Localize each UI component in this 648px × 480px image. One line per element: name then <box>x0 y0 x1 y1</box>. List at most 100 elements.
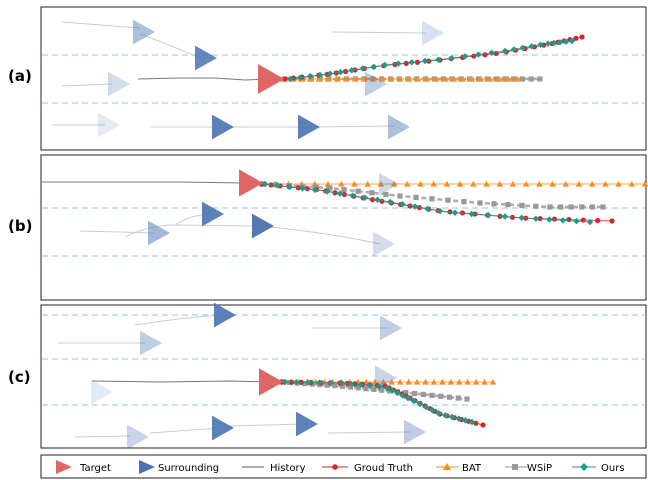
ours-b-point <box>468 210 475 218</box>
ours-b-point <box>451 209 459 216</box>
wsip-c-point <box>446 394 453 400</box>
surrounding-vehicles <box>91 19 444 450</box>
ours-c-point <box>383 384 391 392</box>
wsip-b-point <box>413 194 419 200</box>
ours-b-point <box>501 213 509 220</box>
bat-b-point <box>522 180 530 187</box>
target-history-lines <box>42 77 269 383</box>
ours-c-point <box>348 380 355 388</box>
ours-a-point <box>475 51 482 58</box>
ground-truth-a-point <box>573 35 579 41</box>
surrounding-vehicle <box>108 71 130 97</box>
wsip-b-point <box>429 196 435 202</box>
wsip-b-point <box>505 202 511 208</box>
bat-c-point <box>489 378 497 385</box>
ours-a-point <box>421 57 429 65</box>
ours-c-point <box>376 383 383 390</box>
ours-c-point <box>399 392 406 399</box>
ours-a-point <box>381 61 389 69</box>
surrounding-vehicle <box>380 315 402 341</box>
ours-a-point <box>448 54 455 62</box>
wsip-c-point <box>355 385 361 391</box>
ours-b-point <box>361 194 369 201</box>
bat-b-point <box>364 180 371 187</box>
wsip-c-point <box>420 391 426 398</box>
bat-a-point <box>315 75 323 82</box>
surrounding-vehicle <box>148 220 170 246</box>
surrounding-vehicle <box>365 71 387 97</box>
wsip-b-point <box>383 191 389 197</box>
ours-b-point <box>573 217 580 225</box>
bat-b-point <box>483 180 490 187</box>
ours-a-point <box>510 46 518 53</box>
wsip-c-point <box>438 393 444 399</box>
ours-b-point <box>336 190 344 197</box>
legend-ground-truth-label: Groud Truth <box>354 463 413 474</box>
bat-c-point <box>481 378 488 385</box>
wsip-b-point <box>519 202 525 208</box>
ours-c-point <box>338 379 346 387</box>
wsip-c-point <box>302 380 308 387</box>
bat-a-point <box>423 75 431 82</box>
surrounding-vehicle <box>252 213 274 239</box>
ours-b-point <box>485 212 492 219</box>
bat-a-point <box>441 75 449 82</box>
target-vehicle <box>258 64 285 94</box>
ground-truth-b-point <box>551 216 558 222</box>
bat-a-point <box>369 75 377 82</box>
bat-a-point <box>324 75 332 82</box>
bat-c-point <box>388 378 395 385</box>
surrounding-vehicle <box>98 112 120 138</box>
wsip-c-point <box>324 382 330 388</box>
lane-markings <box>42 54 645 406</box>
bat-c-point <box>405 378 412 385</box>
surrounding-vehicle <box>422 20 444 46</box>
bat-b-point <box>575 180 583 187</box>
bat-b-point <box>324 180 332 187</box>
wsip-b-point <box>558 204 564 210</box>
wsip-b-point <box>589 204 595 210</box>
ours-c-point <box>423 403 430 411</box>
bat-c-point <box>430 378 438 385</box>
wsip-b-point <box>461 199 467 205</box>
legend-bat-icon <box>436 463 458 470</box>
bat-b-point <box>430 180 437 187</box>
ours-c-point <box>389 387 396 394</box>
bat-a-point <box>495 75 503 82</box>
ours-a-point <box>488 49 495 56</box>
ours-c-point <box>357 381 364 389</box>
ground-truth-b-point <box>595 217 601 224</box>
ours-b-point <box>424 205 431 212</box>
ours-b-point <box>324 188 331 195</box>
bat-a-point <box>486 75 494 82</box>
bat-a-point <box>477 75 485 82</box>
surrounding-vehicle <box>91 379 113 405</box>
bat-b-point <box>549 180 556 187</box>
ours-c-point <box>394 389 401 397</box>
wsip-a-point <box>537 76 543 82</box>
ours-c-point <box>429 407 436 414</box>
legend-target-icon <box>56 460 72 474</box>
ours-a-point <box>316 71 324 79</box>
ours-c-point <box>435 410 442 417</box>
wsip-c-point <box>371 386 377 392</box>
ours-c-point <box>366 382 374 389</box>
legend-wsip-label: WSiP <box>527 463 552 474</box>
ours-b-point <box>286 183 294 191</box>
ours-c-point <box>462 417 469 424</box>
surrounding-vehicle <box>388 114 410 140</box>
surrounding-vehicle <box>404 419 426 445</box>
legend: Target Surrounding History Groud Truth B… <box>56 460 625 474</box>
bat-b-point <box>641 180 648 187</box>
ground-truth-a-point <box>282 76 288 82</box>
ground-truth-a-point <box>579 34 585 40</box>
ours-b-point <box>586 218 594 226</box>
ground-truth-b-point <box>566 216 572 223</box>
bat-c-point <box>464 378 471 385</box>
bat-b-point <box>588 180 596 187</box>
bat-b-point <box>390 180 398 187</box>
ours-a-point <box>348 67 355 74</box>
surrounding-vehicle <box>298 114 320 140</box>
bat-c-point <box>472 378 480 385</box>
